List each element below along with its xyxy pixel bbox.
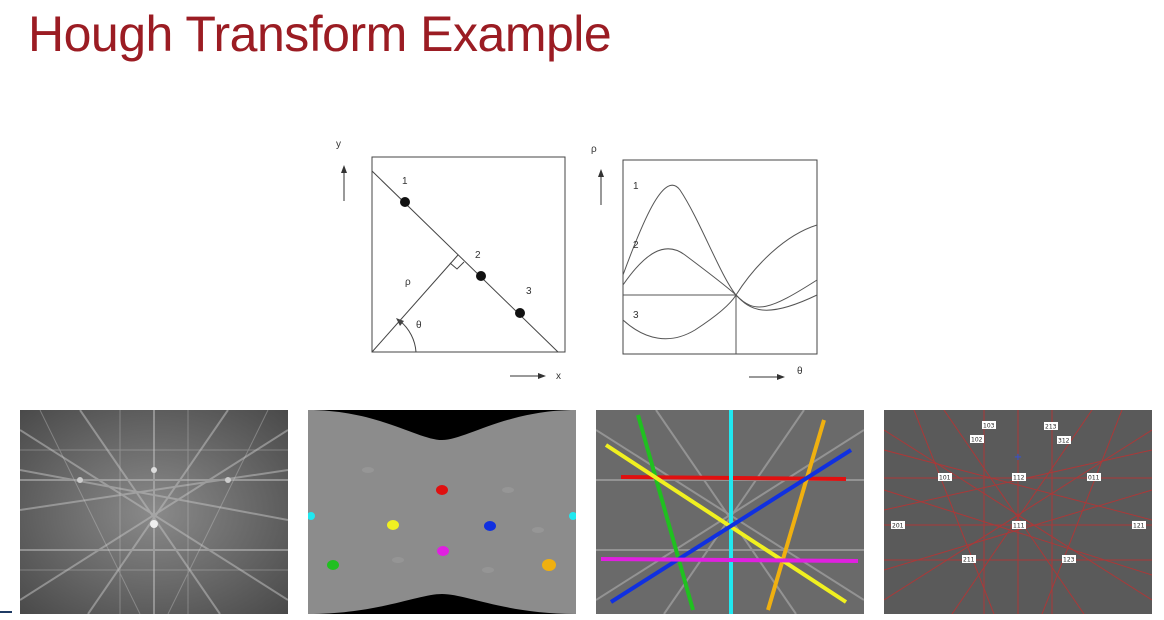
peak-yellow <box>387 520 399 530</box>
theta-axis-label: θ <box>797 366 803 377</box>
peak-blue <box>484 521 496 531</box>
curve-2-label: 2 <box>633 240 639 251</box>
svg-text:312: 312 <box>1058 438 1070 445</box>
svg-text:103: 103 <box>983 423 995 430</box>
index-label-312: 312 <box>1057 436 1071 445</box>
svg-text:213: 213 <box>1045 424 1057 431</box>
hough-space-peaks <box>308 410 576 614</box>
point-1 <box>400 197 410 207</box>
rho-axis-label: ρ <box>591 144 597 155</box>
svg-text:123: 123 <box>1063 557 1075 564</box>
curve-3-label: 3 <box>633 310 639 321</box>
rho-label: ρ <box>405 277 411 288</box>
band-yellow <box>604 443 848 604</box>
svg-text:211: 211 <box>963 557 975 564</box>
svg-text:112: 112 <box>1013 475 1025 482</box>
svg-text:102: 102 <box>971 437 983 444</box>
index-label-213: 213 <box>1044 422 1058 431</box>
x-axis-label: x <box>556 371 561 382</box>
svg-text:121: 121 <box>1133 523 1145 530</box>
point-2 <box>476 271 486 281</box>
svg-text:201: 201 <box>892 523 904 530</box>
band-blue <box>609 448 853 604</box>
svg-text:011: 011 <box>1088 475 1100 482</box>
index-label-101: 101 <box>938 473 952 482</box>
indexed-pattern: + 103 213 102 312 101 112 011 111 201 12… <box>884 410 1152 614</box>
index-label-121: 121 <box>1132 521 1146 530</box>
point-3-label: 3 <box>526 286 532 297</box>
peak-magenta <box>437 546 449 556</box>
svg-text:101: 101 <box>939 475 951 482</box>
image-space-diagram: y θ ρ 1 2 3 x <box>330 135 570 385</box>
point-3 <box>515 308 525 318</box>
peak-red <box>436 485 448 495</box>
parameter-space-diagram: ρ 1 2 3 θ <box>585 135 825 385</box>
detected-bands-overlay <box>596 410 864 614</box>
footer-mark <box>0 611 12 613</box>
peak-green <box>327 560 339 570</box>
svg-text:+: + <box>1014 452 1022 463</box>
peak-orange <box>542 559 556 571</box>
peak-cyan-left <box>308 512 315 520</box>
y-axis-label: y <box>336 139 341 150</box>
index-label-123: 123 <box>1062 555 1076 564</box>
point-2-label: 2 <box>475 250 481 261</box>
index-label-111: 111 <box>1012 521 1026 530</box>
theta-label: θ <box>416 320 422 331</box>
index-label-201: 201 <box>891 521 905 530</box>
slide-title: Hough Transform Example <box>28 6 612 62</box>
svg-text:111: 111 <box>1013 523 1025 530</box>
index-label-112: 112 <box>1012 473 1026 482</box>
index-label-103: 103 <box>982 421 996 430</box>
index-label-211: 211 <box>962 555 976 564</box>
index-label-011: 011 <box>1087 473 1101 482</box>
point-1-label: 1 <box>402 176 408 187</box>
peak-cyan-right <box>569 512 576 520</box>
band-orange <box>766 419 826 611</box>
ebsd-pattern-raw <box>20 410 288 614</box>
index-label-102: 102 <box>970 435 984 444</box>
band-magenta <box>600 557 859 563</box>
band-green <box>636 414 695 611</box>
curve-1-label: 1 <box>633 181 639 192</box>
